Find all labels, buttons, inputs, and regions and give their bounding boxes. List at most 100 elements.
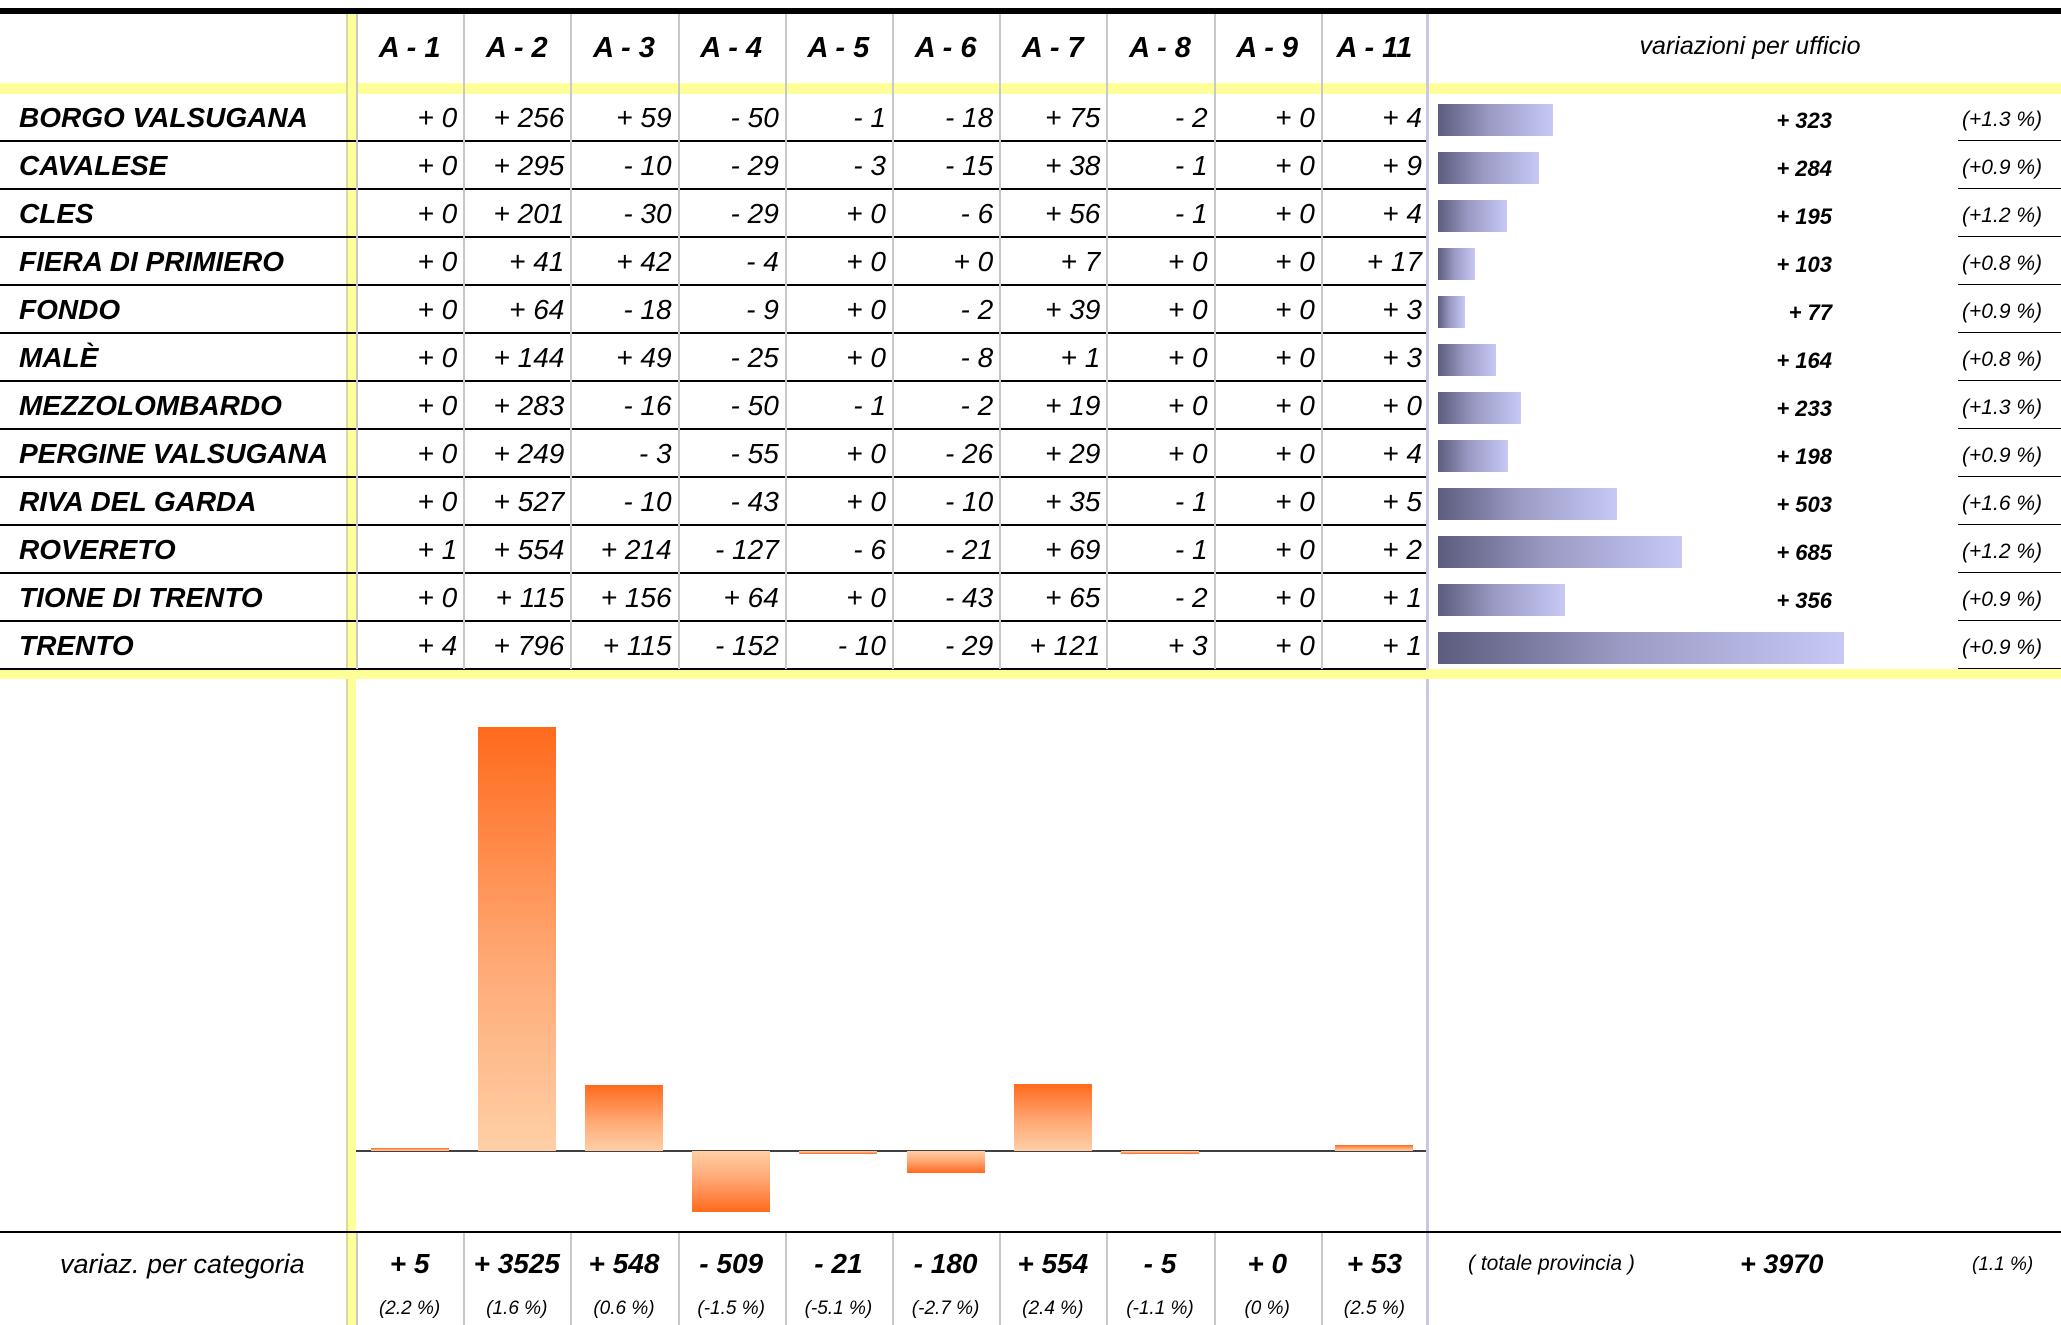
table-cell: + 3 — [1382, 342, 1422, 373]
column-line-bottom — [785, 1233, 787, 1325]
table-cell: + 5 — [1382, 486, 1422, 517]
column-line-bottom — [1321, 1233, 1323, 1325]
office-total: + 356 — [1776, 588, 1832, 613]
column-header: A - 9 — [1236, 32, 1299, 64]
table-cell: - 18 — [623, 294, 672, 325]
table-cell: - 29 — [730, 198, 779, 229]
column-line — [1106, 14, 1108, 669]
category-bar — [1013, 1084, 1092, 1151]
table-cell: + 256 — [493, 102, 565, 133]
table-cell: + 121 — [1029, 630, 1101, 661]
table-cell: + 1 — [1382, 630, 1422, 661]
table-cell: + 3 — [1167, 630, 1208, 661]
office-name: TIONE DI TRENTO — [19, 582, 263, 613]
table-cell: + 115 — [495, 582, 565, 613]
table-cell: + 0 — [846, 582, 886, 613]
office-total: + 323 — [1776, 108, 1832, 133]
table-cell: + 283 — [493, 390, 565, 421]
category-value: + 0 — [1247, 1248, 1288, 1279]
category-pct: (0 %) — [1244, 1298, 1290, 1319]
category-pct: (-1.5 %) — [697, 1298, 765, 1319]
table-cell: - 43 — [944, 582, 994, 613]
table-cell: - 10 — [837, 630, 886, 661]
office-total-bar — [1438, 248, 1475, 280]
table-cell: - 1 — [1174, 198, 1208, 229]
row-rule — [0, 284, 1426, 286]
column-line — [570, 14, 572, 669]
table-cell: + 0 — [1275, 582, 1315, 613]
category-value: + 3525 — [473, 1248, 560, 1279]
table-cell: + 4 — [1382, 102, 1422, 133]
table-cell: - 50 — [730, 390, 779, 421]
office-pct: (+0.8 %) — [1962, 348, 2042, 371]
table-cell: - 43 — [730, 486, 779, 517]
table-cell: + 0 — [417, 486, 458, 517]
office-total: + 685 — [1776, 540, 1832, 565]
table-cell: + 64 — [509, 294, 565, 325]
office-total-bar — [1438, 536, 1682, 568]
table-cell: + 0 — [1275, 486, 1315, 517]
office-total-bar — [1438, 632, 1844, 664]
column-header: A - 5 — [807, 32, 870, 64]
category-bar — [799, 1151, 878, 1154]
table-cell: + 527 — [493, 486, 565, 517]
table-cell: - 9 — [746, 294, 779, 325]
category-pct: (-5.1 %) — [804, 1298, 873, 1319]
category-pct: (2.2 %) — [378, 1298, 441, 1319]
office-total: + 284 — [1776, 156, 1832, 181]
office-total-bar — [1438, 488, 1617, 520]
office-name: MEZZOLOMBARDO — [19, 390, 282, 421]
category-bar — [906, 1151, 985, 1173]
column-line-bottom — [1106, 1233, 1108, 1325]
total-value: + 3970 — [1740, 1249, 1824, 1279]
table-cell: + 0 — [1382, 390, 1422, 421]
table-cell: + 49 — [616, 342, 672, 373]
table-cell: + 0 — [846, 294, 886, 325]
office-pct: (+0.8 %) — [1962, 252, 2042, 275]
table-cell: - 16 — [623, 390, 672, 421]
table-cell: + 0 — [417, 342, 458, 373]
office-total-bar — [1438, 344, 1496, 376]
column-header: A - 6 — [914, 32, 977, 64]
table-cell: + 0 — [1275, 534, 1315, 565]
row-rule — [0, 668, 1426, 670]
bottom-rule — [0, 1231, 2061, 1233]
table-cell: + 0 — [417, 582, 458, 613]
table-cell: - 2 — [1174, 102, 1208, 133]
table-cell: + 2 — [1382, 534, 1422, 565]
table-cell: + 19 — [1045, 390, 1101, 421]
table-cell: + 0 — [417, 438, 458, 469]
table-cell: + 0 — [417, 294, 458, 325]
column-line-bottom — [892, 1233, 894, 1325]
row-rule — [0, 188, 1426, 190]
table-cell: + 0 — [846, 198, 886, 229]
category-value: + 548 — [588, 1248, 660, 1279]
row-rule — [0, 140, 1426, 142]
table-cell: - 55 — [730, 438, 779, 469]
table-cell: + 4 — [1382, 198, 1422, 229]
table-cell: + 0 — [1275, 390, 1315, 421]
table-cell: - 29 — [944, 630, 994, 661]
category-value: + 53 — [1346, 1248, 1403, 1279]
table-cell: - 6 — [960, 198, 994, 229]
table-cell: + 0 — [417, 198, 458, 229]
table-cell: + 0 — [1275, 150, 1315, 181]
table-cell: + 249 — [493, 438, 565, 469]
table-cell: + 56 — [1045, 198, 1101, 229]
table-cell: + 201 — [493, 198, 565, 229]
office-total-bar — [1438, 584, 1565, 616]
table-cell: + 0 — [1167, 342, 1208, 373]
table-cell: + 0 — [417, 150, 458, 181]
office-total-bar — [1438, 296, 1465, 328]
column-line — [463, 14, 465, 669]
table-cell: - 10 — [944, 486, 994, 517]
pct-rule — [1958, 524, 2061, 525]
category-pct: (2.5 %) — [1343, 1298, 1406, 1319]
column-line — [785, 14, 787, 669]
category-value: + 554 — [1017, 1248, 1089, 1279]
office-total: + 503 — [1776, 492, 1832, 517]
table-cell: + 214 — [600, 534, 672, 565]
table-cell: + 75 — [1045, 102, 1101, 133]
row-rule — [0, 236, 1426, 238]
